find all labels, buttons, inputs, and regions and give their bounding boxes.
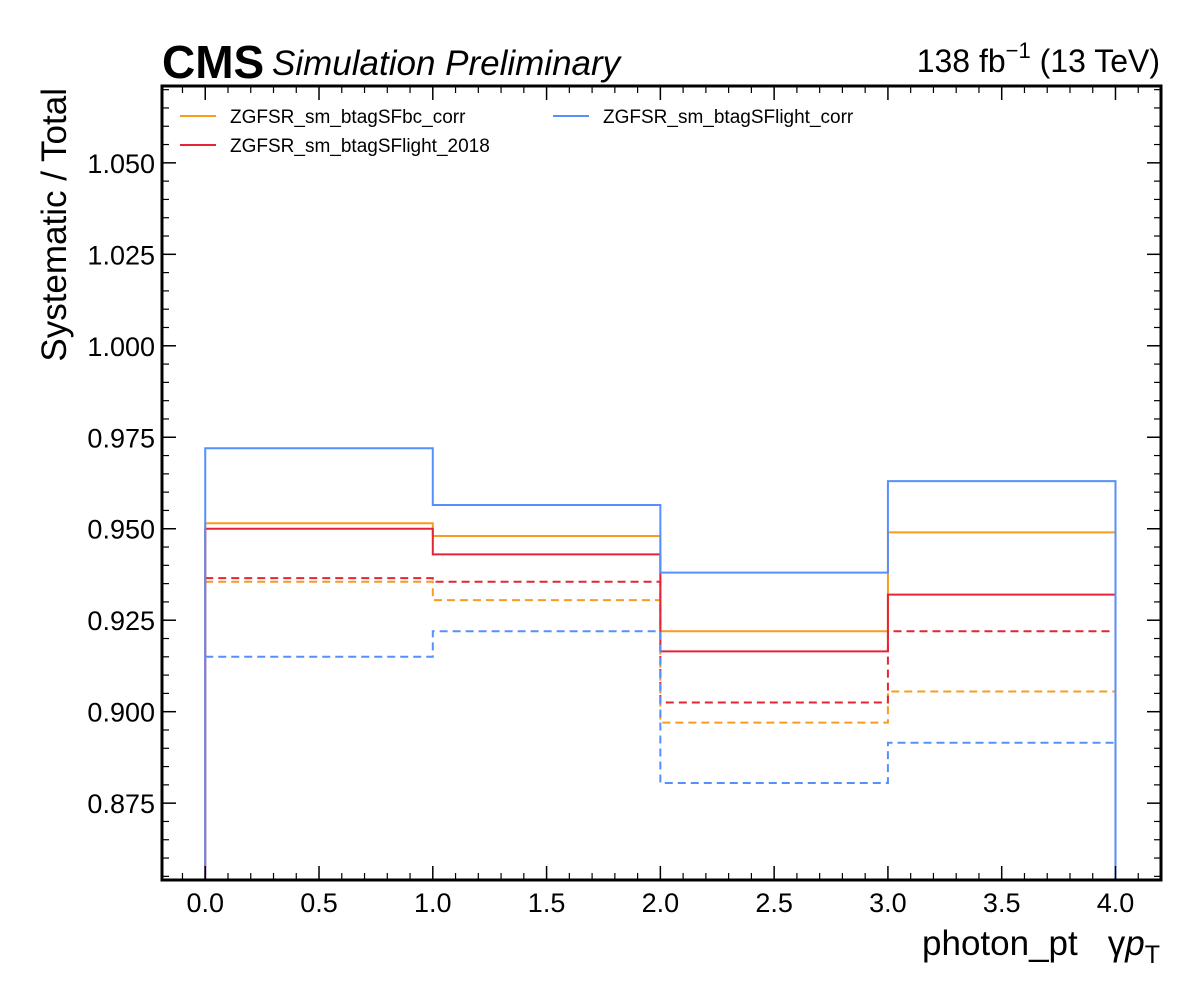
series-line-3 [204,527,1117,880]
y-axis-label: Systematic / Total [35,88,74,362]
lumi-exponent: −1 [1006,38,1031,63]
x-tick-label: 1.0 [414,888,452,918]
y-tick-label: 0.950 [87,515,155,545]
series-line-4 [205,577,1116,704]
y-tick-label: 0.900 [87,698,155,728]
lumi-energy: (13 TeV) [1031,43,1160,79]
x-tick-label: 2.5 [755,888,793,918]
x-axis-label-extra-prefix: γ [1108,924,1126,963]
x-axis-label-extra: γpT [1108,924,1160,969]
series-line-5 [204,447,1117,880]
cms-label: CMS [162,36,264,88]
y-tick-label: 1.025 [87,240,155,270]
x-tick-label: 3.0 [869,888,907,918]
y-tick-label: 1.050 [87,149,155,179]
y-tick-label: 0.875 [87,789,155,819]
x-tick-label: 0.0 [186,888,224,918]
plot-frame [160,84,1163,882]
legend: ZGFSR_sm_btagSFbc_corr ZGFSR_sm_btagSFlig… [180,107,854,157]
lumi-value: 138 fb [917,43,1006,79]
y-tick-label: 0.925 [87,606,155,636]
legend-label-3: ZGFSR_sm_btagSFlight_corr [603,107,854,128]
x-axis-label-main: photon_pt [922,924,1078,963]
x-tick-label: 0.5 [300,888,338,918]
x-tick-label: 1.5 [528,888,566,918]
legend-label-1: ZGFSR_sm_btagSFbc_corr [230,107,466,128]
series-layer [204,447,1117,880]
x-tick-label: 3.5 [983,888,1021,918]
tick-layer: 0.0 0.5 1.0 1.5 2.0 2.5 3.0 3.5 4.0 0.875 0.900 0.9… [87,86,1161,918]
y-tick-label: 1.000 [87,332,155,362]
y-tick-label: 0.975 [87,423,155,453]
x-axis-label-extra-sub: T [1145,941,1160,969]
x-tick-label: 2.0 [642,888,680,918]
x-axis-label-extra-main: p [1124,924,1144,963]
legend-label-2: ZGFSR_sm_btagSFlight_2018 [230,136,490,157]
x-tick-label: 4.0 [1097,888,1135,918]
status-label: Simulation Preliminary [272,44,623,83]
x-axis-label: photon_pt γpT [922,924,1160,969]
lumi-label: 138 fb−1 (13 TeV) [917,38,1160,79]
